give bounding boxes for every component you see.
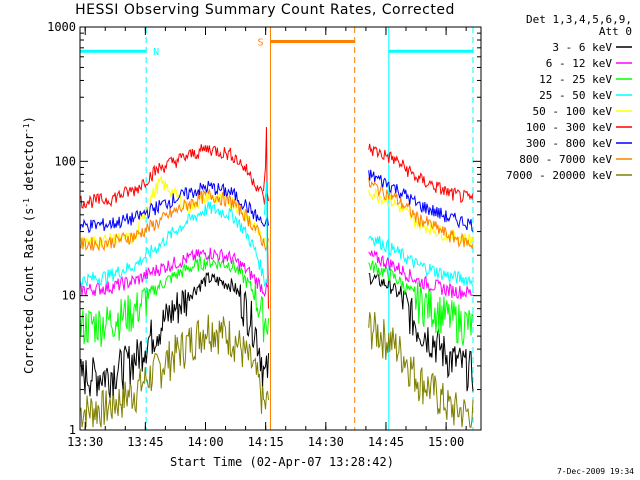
plot-frame bbox=[79, 26, 482, 431]
y-tick-label: 1 bbox=[69, 423, 76, 437]
legend-label: 12 - 25 keV bbox=[539, 73, 612, 86]
legend: 3 - 6 keV 6 - 12 keV 12 - 25 keV 25 - 50 ke… bbox=[506, 41, 632, 182]
series-trace bbox=[79, 247, 269, 298]
series-trace bbox=[79, 188, 269, 252]
series-trace bbox=[368, 249, 474, 299]
series-100to300keV-line bbox=[79, 143, 474, 209]
series-trace bbox=[368, 143, 474, 204]
observing-markers: NS bbox=[79, 27, 474, 430]
y-axis-label: Corrected Count Rate (s-1 detector-1) bbox=[22, 116, 37, 374]
chart-title: HESSI Observing Summary Count Rates, Cor… bbox=[75, 2, 455, 18]
x-tick-label: 13:45 bbox=[127, 435, 163, 449]
series-12to25keV-line bbox=[79, 255, 474, 347]
series-trace bbox=[79, 144, 269, 209]
flare-spike-cyan bbox=[263, 182, 268, 286]
series-trace bbox=[368, 169, 474, 232]
axes-layer: 13:30 13:45 14:00 14:15 14:30 14:45 15:00 1 10 10… bbox=[47, 20, 482, 449]
series-trace bbox=[79, 314, 269, 428]
series-7000to20000keV-line bbox=[79, 311, 474, 428]
legend-header: Det 1,3,4,5,6,9, Att 0 bbox=[526, 14, 632, 38]
y-tick-label: 100 bbox=[54, 154, 76, 168]
legend-label: 7000 - 20000 keV bbox=[506, 169, 612, 182]
marker-label-N: N bbox=[153, 47, 159, 58]
x-tick-label: 13:30 bbox=[67, 435, 103, 449]
flare-spike bbox=[262, 127, 269, 309]
series-25to50keV-line bbox=[79, 201, 474, 288]
series-trace bbox=[79, 180, 269, 234]
series-trace bbox=[368, 177, 474, 250]
legend-header-line-2: Att 0 bbox=[598, 25, 632, 38]
x-axis-label: Start Time (02-Apr-07 13:28:42) bbox=[170, 455, 394, 469]
y-tick-label: 10 bbox=[62, 289, 76, 303]
y-tick-label: 1000 bbox=[47, 20, 76, 34]
x-tick-label: 14:15 bbox=[248, 435, 284, 449]
series-trace bbox=[368, 235, 474, 287]
legend-header-line-1: Det 1,3,4,5,6,9, bbox=[526, 13, 632, 26]
x-tick-label: 14:45 bbox=[368, 435, 404, 449]
series-layer bbox=[79, 127, 474, 428]
series-300to800keV-line bbox=[79, 169, 474, 234]
marker-label-S: S bbox=[257, 37, 263, 48]
x-tick-label: 14:30 bbox=[308, 435, 344, 449]
series-3to6keV-line bbox=[79, 272, 474, 399]
legend-label: 300 - 800 keV bbox=[526, 137, 612, 150]
series-trace bbox=[79, 255, 269, 347]
legend-label: 25 - 50 keV bbox=[539, 89, 612, 102]
series-6to12keV-line bbox=[79, 247, 474, 299]
series-trace bbox=[368, 272, 474, 392]
series-trace bbox=[79, 174, 269, 250]
series-trace bbox=[79, 272, 269, 399]
legend-label: 6 - 12 keV bbox=[546, 57, 613, 70]
series-trace bbox=[79, 201, 269, 288]
series-trace bbox=[368, 311, 474, 428]
legend-label: 3 - 6 keV bbox=[552, 41, 612, 54]
legend-label: 800 - 7000 keV bbox=[519, 153, 612, 166]
series-800to7000keV-line bbox=[79, 177, 474, 252]
footer-timestamp: 7-Dec-2009 19:34 bbox=[556, 467, 634, 476]
x-tick-label: 14:00 bbox=[187, 435, 223, 449]
x-tick-label: 15:00 bbox=[428, 435, 464, 449]
legend-label: 100 - 300 keV bbox=[526, 121, 612, 134]
legend-label: 50 - 100 keV bbox=[533, 105, 613, 118]
